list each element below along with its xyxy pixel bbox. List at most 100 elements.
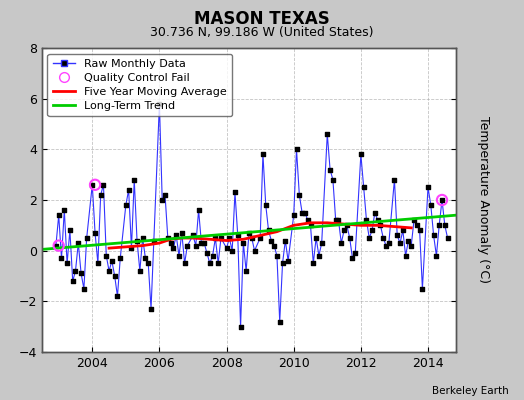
Point (309, 260, 318, 266)
Point (272, 252, 281, 259)
Point (412, 222, 421, 228)
Point (432, 252, 441, 259)
Point (138, 235, 147, 241)
Point (298, 210, 307, 216)
Point (247, 235, 256, 241)
Point (323, 131, 332, 137)
Point (172, 232, 180, 239)
Point (163, 235, 172, 241)
Point (133, 237, 141, 244)
Point (91, 230, 99, 236)
Point (222, 245, 231, 251)
Point (161, 192, 169, 198)
Point (66, 227, 74, 234)
Legend: Raw Monthly Data, Quality Control Fail, Five Year Moving Average, Long-Term Tren: Raw Monthly Data, Quality Control Fail, … (48, 54, 233, 116)
Point (52, 242, 60, 249)
Point (94, 260, 102, 266)
Point (267, 237, 276, 244)
Point (60, 207, 69, 213)
Point (183, 242, 192, 249)
Point (96, 192, 105, 198)
Point (435, 222, 443, 228)
Point (438, 197, 446, 203)
Point (379, 235, 387, 241)
Point (393, 232, 401, 239)
Point (416, 227, 424, 234)
Point (214, 260, 222, 266)
Point (292, 146, 301, 152)
Point (329, 176, 337, 183)
Point (111, 273, 119, 279)
Point (295, 192, 303, 198)
Point (407, 242, 416, 249)
Point (136, 268, 144, 274)
Point (69, 278, 77, 284)
Point (144, 260, 152, 266)
Point (256, 235, 264, 241)
Point (370, 210, 379, 216)
Point (124, 187, 133, 193)
Point (178, 230, 186, 236)
Y-axis label: Temperature Anomaly (°C): Temperature Anomaly (°C) (477, 116, 490, 284)
Point (332, 217, 340, 224)
Point (345, 235, 354, 241)
Point (231, 189, 239, 196)
Point (276, 318, 284, 325)
Text: MASON TEXAS: MASON TEXAS (194, 10, 330, 28)
Point (71, 268, 80, 274)
Point (245, 230, 253, 236)
Point (318, 240, 326, 246)
Point (312, 235, 320, 241)
Point (239, 240, 247, 246)
Point (147, 306, 155, 312)
Point (399, 227, 407, 234)
Point (82, 235, 91, 241)
Point (326, 166, 334, 173)
Point (74, 240, 82, 246)
Point (211, 235, 220, 241)
Point (88, 182, 96, 188)
Point (234, 232, 242, 239)
Point (175, 252, 183, 259)
Point (376, 222, 385, 228)
Point (290, 212, 298, 218)
Point (189, 232, 197, 239)
Point (180, 260, 189, 266)
Point (438, 197, 446, 203)
Point (368, 227, 376, 234)
Point (54, 212, 63, 218)
Point (192, 242, 200, 249)
Point (301, 210, 309, 216)
Point (261, 202, 270, 208)
Point (194, 207, 203, 213)
Point (357, 151, 365, 158)
Point (228, 248, 236, 254)
Point (382, 242, 390, 249)
Point (236, 324, 245, 330)
Point (77, 270, 85, 277)
Point (427, 202, 435, 208)
Point (141, 255, 150, 262)
Point (205, 260, 214, 266)
Point (396, 240, 404, 246)
Point (441, 222, 449, 228)
Text: Berkeley Earth: Berkeley Earth (432, 386, 508, 396)
Point (107, 258, 116, 264)
Point (281, 237, 290, 244)
Point (443, 235, 452, 241)
Point (340, 227, 348, 234)
Point (270, 242, 278, 249)
Point (430, 232, 438, 239)
Point (57, 255, 66, 262)
Point (418, 286, 427, 292)
Point (351, 250, 359, 256)
Point (307, 222, 315, 228)
Point (348, 255, 357, 262)
Point (365, 235, 374, 241)
Point (401, 252, 410, 259)
Point (278, 260, 287, 266)
Point (167, 240, 175, 246)
Point (264, 227, 272, 234)
Point (54, 242, 63, 249)
Point (99, 182, 107, 188)
